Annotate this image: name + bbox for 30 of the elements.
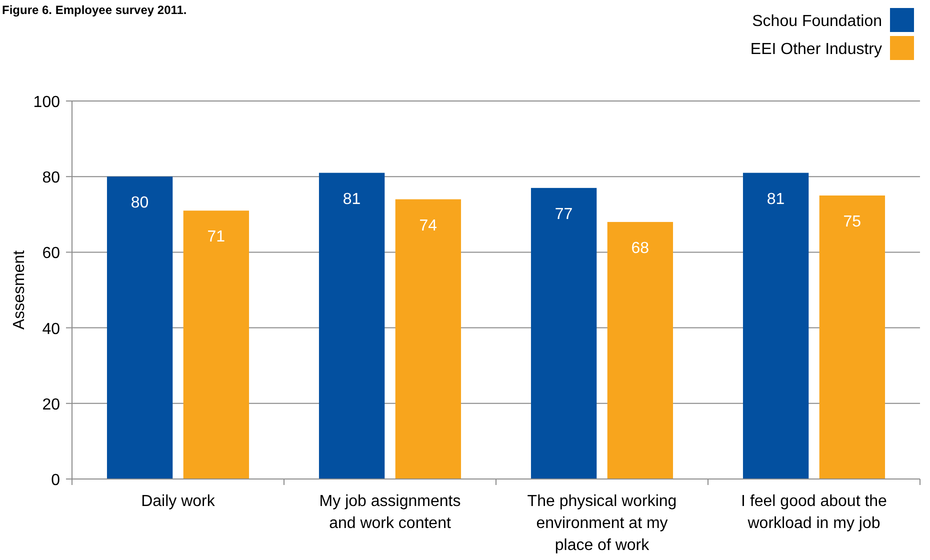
y-axis-title: Assesment (11, 250, 28, 330)
y-tick-label: 20 (42, 396, 60, 414)
bar (819, 196, 886, 479)
bar (530, 188, 597, 479)
data-label: 81 (342, 190, 361, 208)
data-label: 74 (419, 217, 438, 234)
bar (318, 172, 385, 479)
y-tick-label: 60 (42, 245, 60, 262)
x-tick-label: Daily work (141, 493, 216, 510)
legend-label: Schou Foundation (752, 13, 882, 30)
legend-label: EEI Other Industry (750, 41, 882, 58)
bar (395, 199, 462, 479)
data-label: 80 (130, 194, 149, 212)
y-tick-label: 0 (51, 472, 60, 489)
data-label: 71 (207, 228, 226, 246)
y-tick-label: 80 (42, 170, 60, 187)
x-tick-label: The physical working environment at my place of work (527, 493, 677, 554)
data-label: 77 (554, 206, 573, 223)
data-label: 75 (843, 214, 862, 230)
data-label: 68 (631, 240, 650, 257)
bar (607, 222, 674, 479)
x-tick-label: My job assignments and work content (319, 493, 461, 532)
y-tick-label: 100 (33, 94, 60, 111)
data-label: 81 (766, 190, 785, 208)
bar (106, 176, 173, 479)
bar (183, 210, 250, 479)
bar (742, 172, 809, 479)
y-tick-label: 40 (42, 320, 60, 338)
chart-title: Figure 6. Employee survey 2011. (2, 3, 187, 17)
x-tick-label: I feel good about the workload in my job (741, 493, 888, 532)
